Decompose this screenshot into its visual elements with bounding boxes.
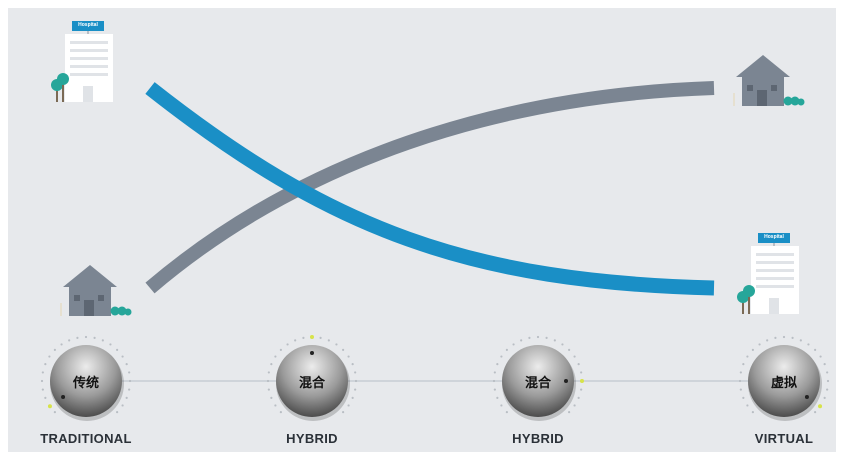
hospital-icon [737, 233, 799, 314]
hospital-sign-text: Hospital [764, 234, 784, 240]
blue-curve [145, 82, 715, 296]
dial-knob-hybrid-1 [266, 335, 358, 421]
hospital-sign-text: Hospital [78, 22, 98, 28]
dial-label-hybrid-2: HYBRID [512, 431, 564, 446]
dial-cn-label-hybrid-2: 混合 [524, 376, 551, 391]
house-icon [733, 55, 805, 106]
hospital-icon [51, 21, 113, 102]
house-icon [60, 265, 132, 316]
dial-knob-traditional [40, 335, 132, 421]
dial-cn-label-virtual: 虚拟 [770, 376, 797, 391]
dial-label-hybrid-1: HYBRID [286, 431, 338, 446]
dial-cn-label-hybrid-1: 混合 [298, 376, 325, 391]
dial-cn-label-traditional: 传统 [72, 376, 99, 391]
gray-curve [145, 81, 715, 294]
dial-knob-hybrid-2 [492, 335, 584, 421]
dial-label-traditional: TRADITIONAL [40, 431, 132, 446]
dial-knob-virtual [738, 335, 830, 421]
dial-label-virtual: VIRTUAL [754, 431, 814, 446]
